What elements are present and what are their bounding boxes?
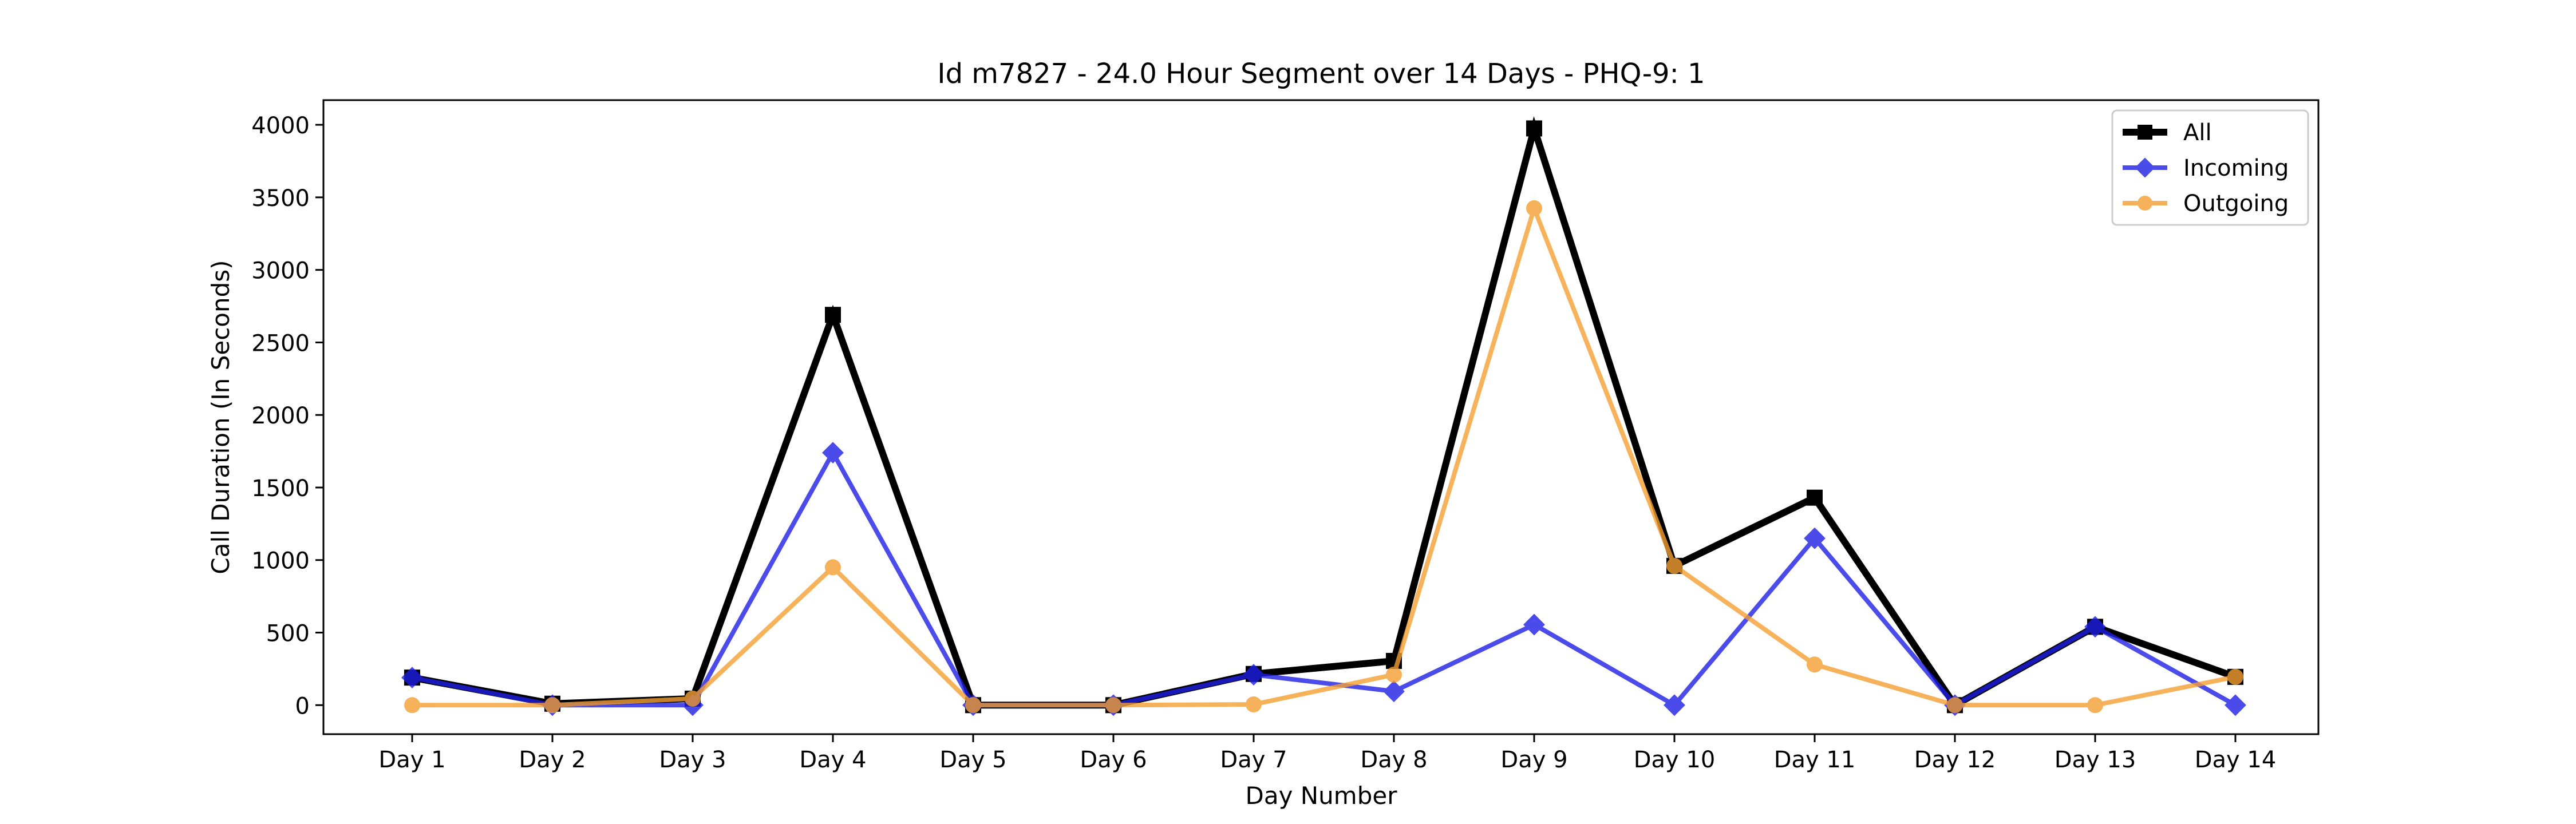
data-point (2084, 616, 2106, 638)
y-tick-label: 2000 (251, 403, 310, 429)
x-tick-label: Day 9 (1500, 747, 1567, 773)
data-point (965, 697, 981, 714)
legend-label: Outgoing (2183, 191, 2289, 217)
x-axis: Day 1 Day 2 Day 3 Day 4 Day 5 Day 6 Day 7 Day 8… (378, 734, 2276, 773)
series-2 (404, 200, 2243, 714)
legend-entry (2123, 196, 2167, 211)
x-tick-label: Day 13 (2055, 747, 2136, 773)
legend-entry (2123, 157, 2167, 178)
data-point (404, 697, 420, 714)
x-tick-label: Day 14 (2195, 747, 2277, 773)
data-point (1664, 694, 1685, 716)
x-tick-label: Day 6 (1080, 747, 1147, 773)
series-line (412, 447, 2237, 708)
data-point (1807, 489, 1823, 506)
series-0 (404, 116, 2243, 714)
y-tick-label: 500 (266, 621, 310, 647)
y-tick-label: 3500 (251, 185, 310, 212)
x-tick-label: Day 2 (519, 747, 586, 773)
plot-series (401, 116, 2246, 716)
y-tick-label: 4000 (251, 113, 310, 139)
series-line (411, 116, 2237, 710)
data-point (1105, 697, 1121, 714)
legend-swatch-marker (2138, 196, 2152, 211)
data-point (1807, 656, 1823, 673)
x-tick-label: Day 10 (1634, 747, 1716, 773)
x-tick-label: Day 3 (659, 747, 726, 773)
data-point (2227, 668, 2243, 685)
legend-label: All (2183, 120, 2212, 146)
legend-swatch-marker (2135, 157, 2155, 178)
x-tick-label: Day 7 (1220, 747, 1287, 773)
legend-box (2111, 109, 2309, 226)
x-tick-label: Day 8 (1360, 747, 1427, 773)
data-point (1666, 557, 1682, 574)
x-tick-label: Day 1 (378, 747, 445, 773)
plot-area (322, 99, 2320, 735)
data-point (825, 559, 841, 576)
data-point (1804, 527, 1826, 549)
series-line (412, 201, 2236, 708)
y-tick-label: 0 (295, 693, 310, 719)
chart-title: Id m7827 - 24.0 Hour Segment over 14 Day… (937, 58, 1705, 90)
data-point (1243, 664, 1265, 686)
y-tick-label: 2500 (251, 330, 310, 356)
data-point (1947, 697, 1963, 714)
legend-entry (2123, 125, 2167, 140)
legend-swatch-marker (2138, 125, 2152, 140)
y-axis: 0 500 1000 1500 2000 2500 3000 3500 4000 (251, 113, 323, 719)
data-point (544, 697, 560, 714)
x-tick-label: Day 4 (799, 747, 866, 773)
data-point (1386, 667, 1402, 683)
data-point (1526, 200, 1542, 216)
data-point (1246, 696, 1262, 713)
x-tick-label: Day 5 (939, 747, 1006, 773)
data-point (401, 667, 423, 689)
x-axis-label: Day Number (1245, 782, 1397, 810)
x-tick-label: Day 12 (1914, 747, 1996, 773)
data-point (2225, 694, 2246, 716)
data-point (1383, 680, 1405, 703)
y-tick-label: 1000 (251, 548, 310, 575)
y-tick-label: 1500 (251, 476, 310, 502)
series-1 (401, 442, 2246, 716)
legend: All Incoming Outgoing (2111, 109, 2309, 226)
data-point (822, 442, 844, 464)
data-point (1526, 120, 1542, 137)
y-axis-label: Call Duration (In Seconds) (207, 260, 235, 574)
x-tick-label: Day 11 (1774, 747, 1856, 773)
data-point (825, 307, 841, 323)
data-point (1523, 613, 1545, 636)
y-tick-label: 3000 (251, 258, 310, 284)
data-point (685, 690, 701, 707)
legend-label: Incoming (2183, 155, 2289, 181)
data-point (2087, 697, 2103, 714)
